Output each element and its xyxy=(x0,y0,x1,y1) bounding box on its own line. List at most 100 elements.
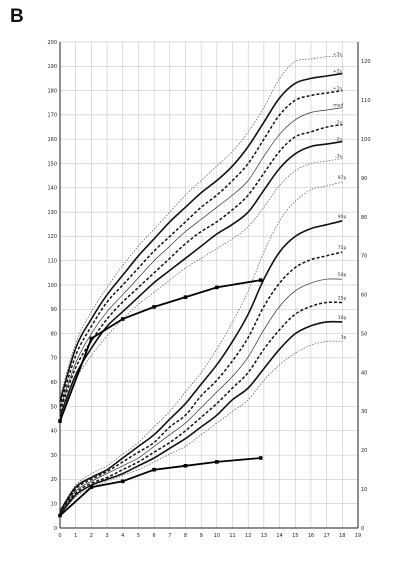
weight-curve-label: 10p xyxy=(338,315,347,321)
weight-curve-label: 75p xyxy=(338,245,347,251)
patient-data-point xyxy=(89,485,94,489)
y-left-tick-label: 140 xyxy=(47,186,57,192)
y-left-tick-label: 130 xyxy=(47,210,57,216)
x-tick-label: 10 xyxy=(214,533,220,539)
y-left-tick-label: 120 xyxy=(47,234,57,240)
x-tick-label: 12 xyxy=(245,533,251,539)
y-left-tick-label: 80 xyxy=(51,331,57,337)
height-reference-curve xyxy=(59,89,343,407)
x-tick-label: 9 xyxy=(200,533,203,539)
x-tick-label: 14 xyxy=(276,533,282,539)
height-reference-curve xyxy=(59,56,343,397)
y-left-tick-label: 160 xyxy=(47,137,57,143)
patient-data-point xyxy=(58,513,62,518)
y-right-tick-label: 50 xyxy=(361,331,367,337)
height-curve-label: +1s. xyxy=(333,86,343,92)
y-right-tick-label: 120 xyxy=(361,59,371,65)
height-reference-curve xyxy=(59,140,343,417)
patient-data-point xyxy=(58,419,62,423)
patient-data-point xyxy=(152,467,156,472)
chart-axes xyxy=(59,42,359,529)
height-curve-label: -1s. xyxy=(335,120,343,126)
y-right-tick-label: 70 xyxy=(361,254,367,260)
y-right-tick-label: 90 xyxy=(361,176,367,182)
weight-reference-curve xyxy=(59,220,343,512)
reference-curve-labels: +3s. +2s. +1s. med -1s. -2s. -3s. 97p 90p 75p 50p 2… xyxy=(333,52,347,341)
x-tick-label: 16 xyxy=(308,533,314,539)
y-left-tick-label: 70 xyxy=(51,356,57,362)
x-tick-label: 0 xyxy=(58,533,61,539)
x-tick-label: 8 xyxy=(184,533,187,539)
weight-reference-curve xyxy=(59,301,343,515)
y-left-tick-label: 60 xyxy=(51,380,57,386)
weight-curve-label: 90p xyxy=(338,214,347,220)
height-reference-curve xyxy=(59,72,343,402)
patient-data-point xyxy=(120,317,125,321)
y-left-tick-label: 110 xyxy=(47,259,57,265)
chart-grid xyxy=(59,41,359,529)
patient-data-point xyxy=(120,479,125,484)
x-tick-label: 1 xyxy=(74,533,77,539)
y-left-tick-label: 0 xyxy=(54,526,57,532)
x-tick-label: 2 xyxy=(90,533,93,539)
y-right-tick-label: 10 xyxy=(361,487,367,493)
y-right-tick-label: 60 xyxy=(361,293,367,299)
weight-curve-label: 25p xyxy=(338,295,347,301)
y-right-tick-label: 0 xyxy=(361,526,364,532)
x-tick-label: 13 xyxy=(261,533,267,539)
y-left-tick-label: 30 xyxy=(51,453,57,459)
reference-curves xyxy=(59,56,343,516)
y-left-tick-label: 150 xyxy=(47,161,57,167)
y-left-tick-label: 40 xyxy=(51,429,57,435)
y-right-tick-label: 40 xyxy=(361,370,367,376)
height-curve-label: -3s. xyxy=(335,154,343,160)
y-left-tick-label: 180 xyxy=(47,88,57,94)
weight-reference-curve xyxy=(59,278,343,514)
x-tick-label: 3 xyxy=(105,533,108,539)
patient-data-point xyxy=(89,336,94,341)
patient-data-point xyxy=(215,285,219,290)
patient-data-point xyxy=(258,456,263,460)
x-tick-label: 19 xyxy=(355,533,361,539)
weight-reference-curve xyxy=(59,181,343,511)
height-curve-label: +2s. xyxy=(333,69,343,75)
weight-curve-label: 97p xyxy=(338,175,347,181)
y-right-tick-label: 80 xyxy=(361,215,367,221)
x-tick-label: 7 xyxy=(168,533,171,539)
x-tick-label: 6 xyxy=(153,533,156,539)
height-reference-curve xyxy=(59,107,343,410)
x-tick-label: 17 xyxy=(323,533,329,539)
panel-label: B xyxy=(10,6,24,27)
y-right-tick-label: 100 xyxy=(361,137,371,143)
x-tick-label: 18 xyxy=(339,533,345,539)
tick-labels: 0 1 2 3 4 5 6 7 8 9 10 11 12 13 14 15 16 17 18 190102030405… xyxy=(47,40,370,539)
y-left-tick-label: 20 xyxy=(51,477,57,483)
weight-reference-curve xyxy=(59,340,343,516)
y-left-tick-label: 10 xyxy=(51,502,57,508)
y-right-tick-label: 110 xyxy=(361,98,371,104)
patient-data-point xyxy=(258,278,263,282)
height-reference-curve xyxy=(59,158,343,419)
y-left-tick-label: 90 xyxy=(51,307,57,313)
patient-data-point xyxy=(183,295,188,299)
height-curve-label: +3s. xyxy=(333,52,343,58)
weight-curve-label: 50p xyxy=(338,272,347,278)
x-tick-label: 4 xyxy=(121,533,124,539)
y-left-tick-label: 200 xyxy=(47,40,57,46)
y-left-tick-label: 50 xyxy=(51,404,57,410)
weight-reference-curve xyxy=(59,251,343,513)
height-curve-label: med xyxy=(333,103,343,109)
y-left-tick-label: 170 xyxy=(47,113,57,119)
y-left-tick-label: 100 xyxy=(47,283,57,289)
patient-data-point xyxy=(183,463,188,468)
height-curve-label: -2s. xyxy=(335,137,343,143)
x-tick-label: 15 xyxy=(292,533,298,539)
patient-data-point xyxy=(152,305,156,309)
y-left-tick-label: 190 xyxy=(47,64,57,70)
weight-reference-curve xyxy=(59,320,343,516)
patient-series xyxy=(58,278,263,518)
x-tick-label: 5 xyxy=(137,533,140,539)
y-right-tick-label: 30 xyxy=(361,409,367,415)
patient-data-point xyxy=(215,460,219,464)
